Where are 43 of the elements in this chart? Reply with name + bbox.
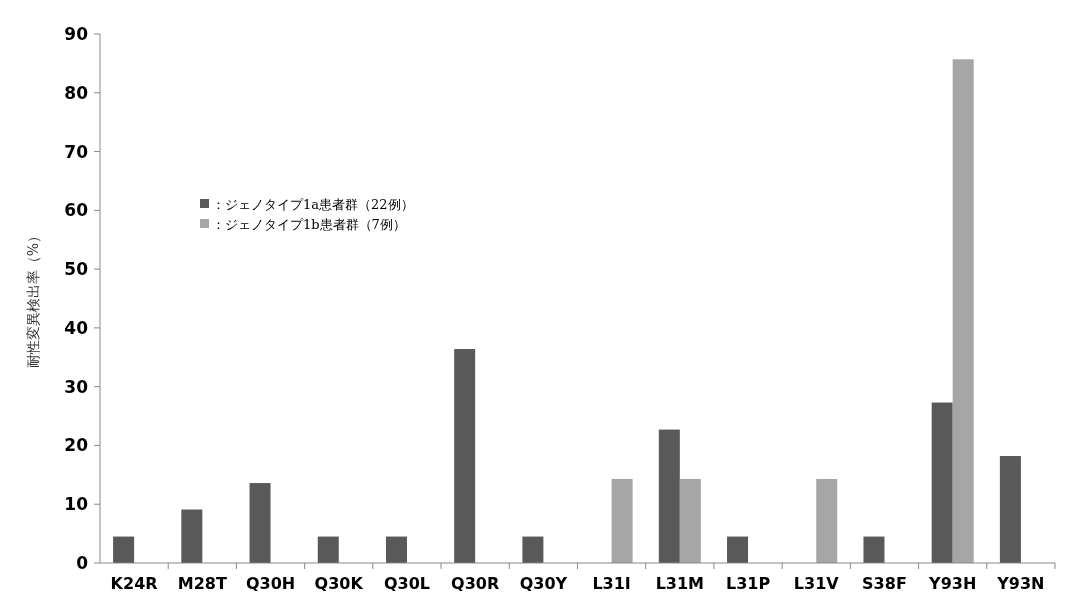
bar [385, 536, 407, 563]
bar [611, 478, 633, 563]
bar [727, 536, 749, 563]
y-tick-label: 40 [64, 317, 89, 338]
bar [999, 456, 1021, 563]
y-tick-label: 90 [64, 23, 89, 44]
bar [181, 509, 203, 563]
bar [658, 429, 680, 563]
x-tick-label: L31V [793, 574, 840, 593]
y-tick-label: 70 [64, 141, 89, 162]
bar [317, 536, 339, 563]
bar [522, 536, 544, 563]
x-tick-label: Q30R [451, 574, 500, 593]
x-tick-label: Q30Y [519, 574, 568, 593]
bar [931, 402, 953, 563]
y-tick-label: 10 [64, 494, 89, 515]
x-tick-label: Q30K [314, 574, 364, 593]
y-tick-label: 50 [64, 259, 89, 280]
legend-label: ：ジェノタイプ1a患者群（22例） [212, 196, 414, 212]
y-tick-label: 80 [64, 82, 89, 103]
y-tick-label: 60 [64, 200, 89, 221]
bar [863, 536, 885, 563]
bar [249, 483, 271, 563]
x-tick-label: M28T [177, 574, 227, 593]
bar [113, 536, 135, 563]
x-tick-label: Q30L [383, 574, 430, 593]
x-tick-label: L31P [725, 574, 771, 593]
x-tick-label: K24R [110, 574, 158, 593]
legend-label: ：ジェノタイプ1b患者群（7例） [212, 216, 406, 232]
x-tick-label: S38F [862, 574, 907, 593]
x-tick-label: Y93H [928, 574, 977, 593]
y-tick-label: 20 [64, 435, 89, 456]
y-axis-title: 耐性変異検出率（%） [25, 228, 41, 369]
bar [952, 59, 974, 563]
x-tick-label: L31I [592, 574, 631, 593]
bar [454, 349, 476, 563]
y-tick-label: 0 [76, 552, 89, 573]
x-tick-label: L31M [655, 574, 705, 593]
x-tick-label: Q30H [245, 574, 296, 593]
bar [816, 478, 838, 563]
bar [679, 478, 701, 563]
y-tick-label: 30 [64, 376, 89, 397]
x-tick-label: Y93N [996, 574, 1045, 593]
